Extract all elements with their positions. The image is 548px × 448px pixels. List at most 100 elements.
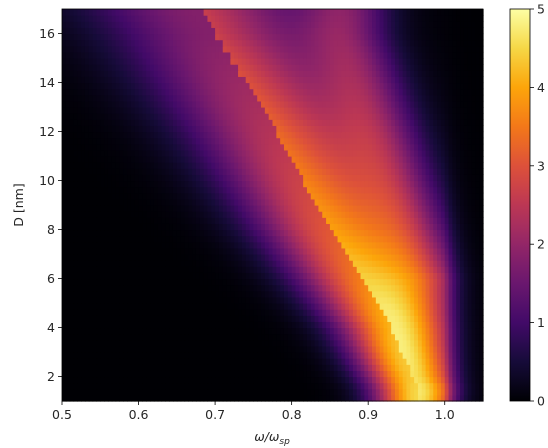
heatmap-cell — [150, 211, 155, 218]
heatmap-cell — [123, 254, 128, 261]
heatmap-cell — [452, 235, 457, 243]
heatmap-cell — [195, 162, 201, 169]
heatmap-cell — [398, 321, 404, 329]
heatmap-cell — [150, 125, 155, 133]
heatmap-cell — [467, 382, 473, 390]
heatmap-cell — [150, 272, 155, 280]
heatmap-cell — [207, 235, 212, 243]
heatmap-cell — [230, 370, 235, 378]
heatmap-cell — [463, 229, 469, 237]
heatmap-cell — [276, 162, 281, 169]
heatmap-cell — [280, 364, 285, 371]
heatmap-cell — [138, 168, 143, 175]
heatmap-cell — [299, 284, 304, 292]
heatmap-cell — [257, 272, 262, 280]
heatmap-cell — [379, 143, 385, 151]
heatmap-cell — [475, 211, 480, 218]
heatmap-cell — [184, 315, 189, 322]
heatmap-cell — [234, 321, 239, 329]
heatmap-cell — [92, 358, 98, 365]
heatmap-cell — [463, 388, 469, 396]
heatmap-cell — [264, 254, 270, 261]
heatmap-cell — [460, 333, 465, 341]
heatmap-cell — [425, 333, 431, 341]
heatmap-cell — [356, 339, 362, 347]
heatmap-cell — [276, 303, 281, 310]
heatmap-cell — [402, 156, 408, 163]
heatmap-cell — [234, 254, 239, 261]
heatmap-cell — [146, 198, 151, 206]
heatmap-cell — [81, 352, 86, 359]
heatmap-cell — [433, 174, 438, 182]
heatmap-cell — [471, 382, 476, 390]
heatmap-cell — [218, 272, 224, 280]
heatmap-cell — [394, 131, 400, 139]
heatmap-cell — [73, 315, 78, 322]
heatmap-cell — [333, 376, 339, 384]
heatmap-cell — [283, 309, 289, 316]
heatmap-cell — [280, 272, 285, 280]
heatmap-cell — [230, 296, 235, 304]
heatmap-cell — [295, 186, 300, 194]
heatmap-cell — [153, 260, 159, 267]
heatmap-cell — [100, 309, 105, 316]
heatmap-cell — [218, 303, 224, 310]
heatmap-cell — [100, 321, 105, 329]
heatmap-cell — [326, 223, 331, 231]
heatmap-cell — [372, 290, 377, 298]
heatmap-cell — [169, 235, 174, 243]
heatmap-cell — [195, 174, 201, 182]
heatmap-cell — [65, 192, 71, 200]
heatmap-cell — [226, 388, 231, 396]
heatmap-cell — [88, 284, 94, 292]
heatmap-cell — [172, 229, 178, 237]
heatmap-cell — [77, 352, 82, 359]
heatmap-cell — [184, 131, 189, 139]
heatmap-cell — [218, 198, 224, 206]
heatmap-cell — [299, 388, 304, 396]
heatmap-cell — [268, 388, 274, 396]
heatmap-cell — [100, 254, 105, 261]
heatmap-cell — [287, 352, 293, 359]
heatmap-cell — [280, 339, 285, 347]
heatmap-cell — [245, 358, 251, 365]
heatmap-cell — [444, 162, 450, 169]
heatmap-cell — [111, 186, 117, 194]
heatmap-cell — [176, 266, 182, 273]
heatmap-cell — [276, 174, 281, 182]
heatmap-cell — [84, 186, 90, 194]
heatmap-cell — [467, 211, 473, 218]
heatmap-cell — [463, 266, 469, 273]
heatmap-cell — [73, 162, 78, 169]
heatmap-cell — [111, 131, 117, 139]
heatmap-cell — [172, 247, 178, 255]
heatmap-cell — [62, 229, 67, 237]
heatmap-cell — [84, 352, 90, 359]
heatmap-cell — [387, 345, 392, 353]
heatmap-cell — [417, 192, 423, 200]
heatmap-cell — [471, 223, 476, 231]
heatmap-cell — [130, 321, 136, 329]
heatmap-cell — [238, 284, 243, 292]
heatmap-cell — [180, 345, 186, 353]
heatmap-cell — [314, 290, 320, 298]
heatmap-cell — [349, 321, 354, 329]
heatmap-cell — [352, 149, 358, 157]
heatmap-cell — [226, 333, 231, 341]
heatmap-cell — [310, 370, 316, 378]
heatmap-cell — [62, 162, 67, 169]
heatmap-cell — [471, 327, 476, 335]
heatmap-cell — [414, 241, 419, 249]
heatmap-cell — [341, 217, 346, 224]
heatmap-cell — [345, 388, 350, 396]
heatmap-cell — [318, 174, 323, 182]
heatmap-cell — [211, 205, 216, 212]
heatmap-cell — [460, 358, 465, 365]
heatmap-cell — [360, 229, 365, 237]
heatmap-cell — [134, 309, 140, 316]
heatmap-cell — [368, 143, 373, 151]
heatmap-cell — [364, 345, 369, 353]
heatmap-cell — [96, 198, 101, 206]
heatmap-cell — [88, 205, 94, 212]
heatmap-cell — [88, 217, 94, 224]
